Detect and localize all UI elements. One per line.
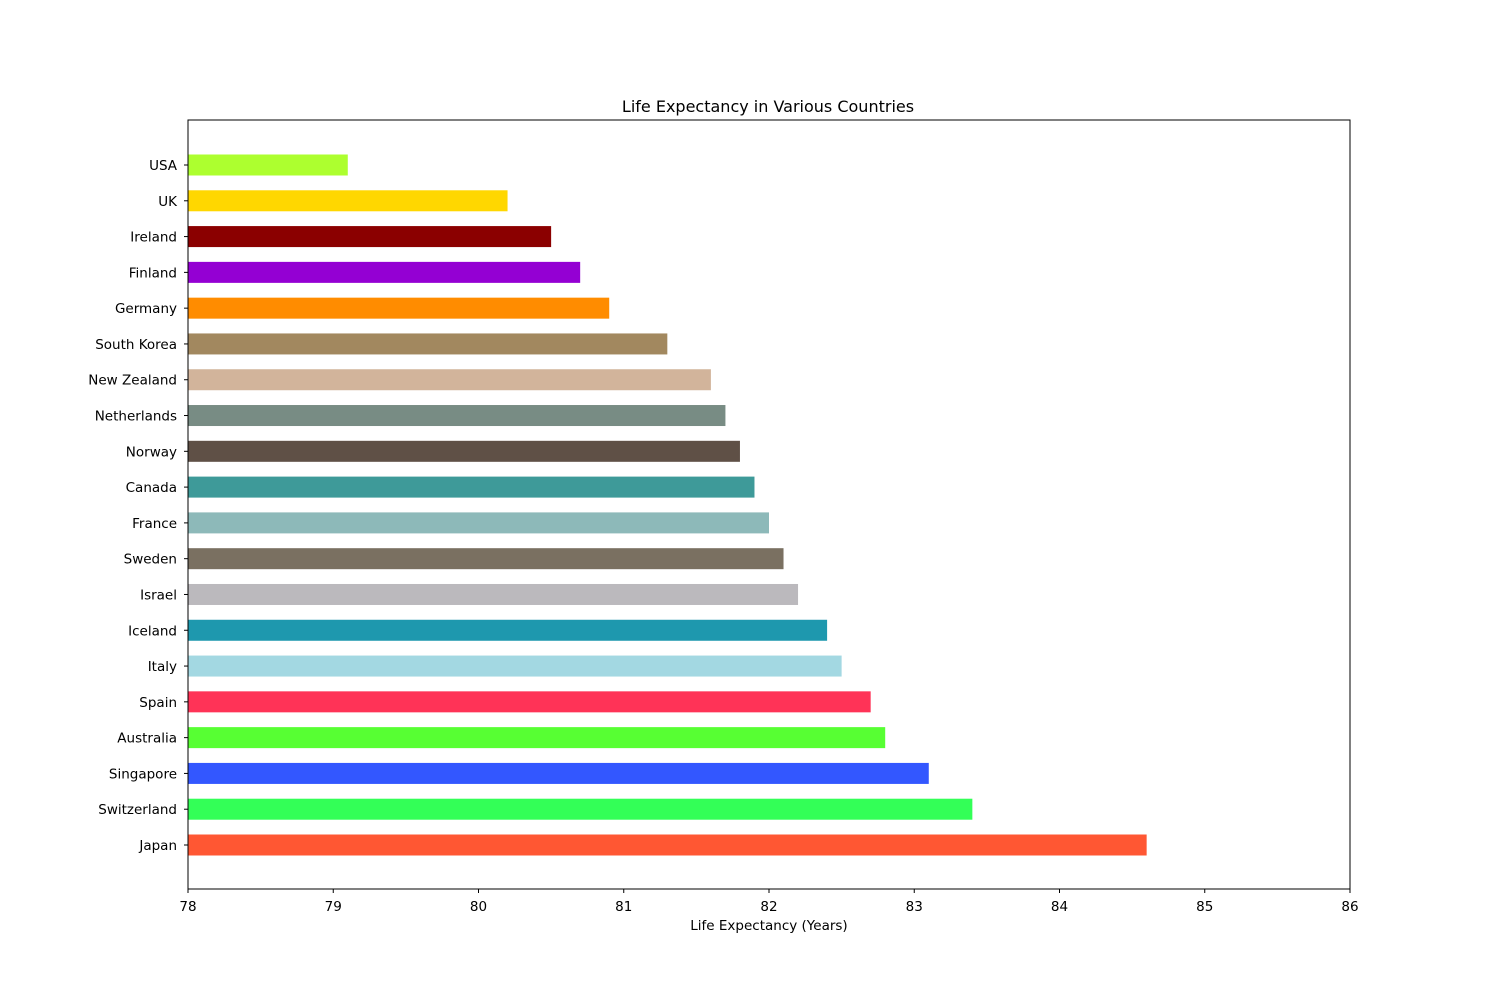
bar-usa — [188, 154, 348, 176]
y-tick-label: Finland — [129, 265, 177, 281]
y-tick-label: South Korea — [95, 337, 177, 353]
bar-new-zealand — [188, 369, 711, 391]
bar-netherlands — [188, 405, 726, 427]
y-tick-label: Japan — [138, 838, 177, 854]
y-tick-label: Ireland — [130, 230, 177, 246]
bar-italy — [188, 655, 842, 677]
y-tick-label: Italy — [148, 659, 177, 675]
x-tick-label: 80 — [470, 899, 487, 915]
x-tick-label: 79 — [325, 899, 342, 915]
bar-france — [188, 512, 769, 534]
plot-frame — [187, 119, 1351, 890]
bar-ireland — [188, 226, 552, 248]
bar-japan — [188, 834, 1147, 856]
x-tick-label: 86 — [1341, 899, 1358, 915]
bar-south-korea — [188, 333, 668, 355]
bars-layer — [188, 154, 1147, 856]
y-tick-label: UK — [158, 194, 178, 210]
x-tick-label: 83 — [906, 899, 923, 915]
y-tick-label: Norway — [126, 444, 177, 460]
chart-title: Life Expectancy in Various Countries — [622, 97, 914, 116]
bar-germany — [188, 297, 610, 319]
bar-singapore — [188, 762, 929, 784]
y-tick-label: France — [132, 516, 177, 532]
x-tick-label: 78 — [179, 899, 196, 915]
x-axis: 78 79 80 81 82 83 84 85 86 — [179, 889, 1359, 915]
bar-sweden — [188, 548, 784, 570]
y-tick-label: Iceland — [128, 623, 177, 639]
x-tick-label: 85 — [1196, 899, 1213, 915]
bar-norway — [188, 440, 740, 462]
y-tick-label: Israel — [140, 587, 177, 603]
y-tick-label: New Zealand — [88, 373, 177, 389]
bar-israel — [188, 583, 799, 605]
y-axis: Japan Switzerland Singapore Australia Spain I… — [88, 158, 188, 854]
y-tick-label: Switzerland — [98, 802, 177, 818]
y-tick-label: Sweden — [124, 552, 177, 568]
y-tick-label: Australia — [117, 731, 177, 747]
bar-spain — [188, 691, 871, 713]
bar-switzerland — [188, 798, 973, 820]
y-tick-label: USA — [149, 158, 178, 174]
bar-canada — [188, 476, 755, 498]
y-tick-label: Netherlands — [95, 409, 177, 425]
x-tick-label: 82 — [760, 899, 777, 915]
bar-finland — [188, 261, 581, 283]
y-tick-label: Canada — [126, 480, 177, 496]
x-tick-label: 81 — [615, 899, 632, 915]
bar-australia — [188, 727, 886, 749]
bar-uk — [188, 190, 508, 212]
x-tick-label: 84 — [1051, 899, 1068, 915]
y-tick-label: Germany — [115, 301, 177, 317]
bar-iceland — [188, 619, 828, 641]
y-tick-label: Singapore — [109, 766, 177, 782]
x-axis-label: Life Expectancy (Years) — [690, 918, 847, 934]
y-tick-label: Spain — [139, 695, 177, 711]
